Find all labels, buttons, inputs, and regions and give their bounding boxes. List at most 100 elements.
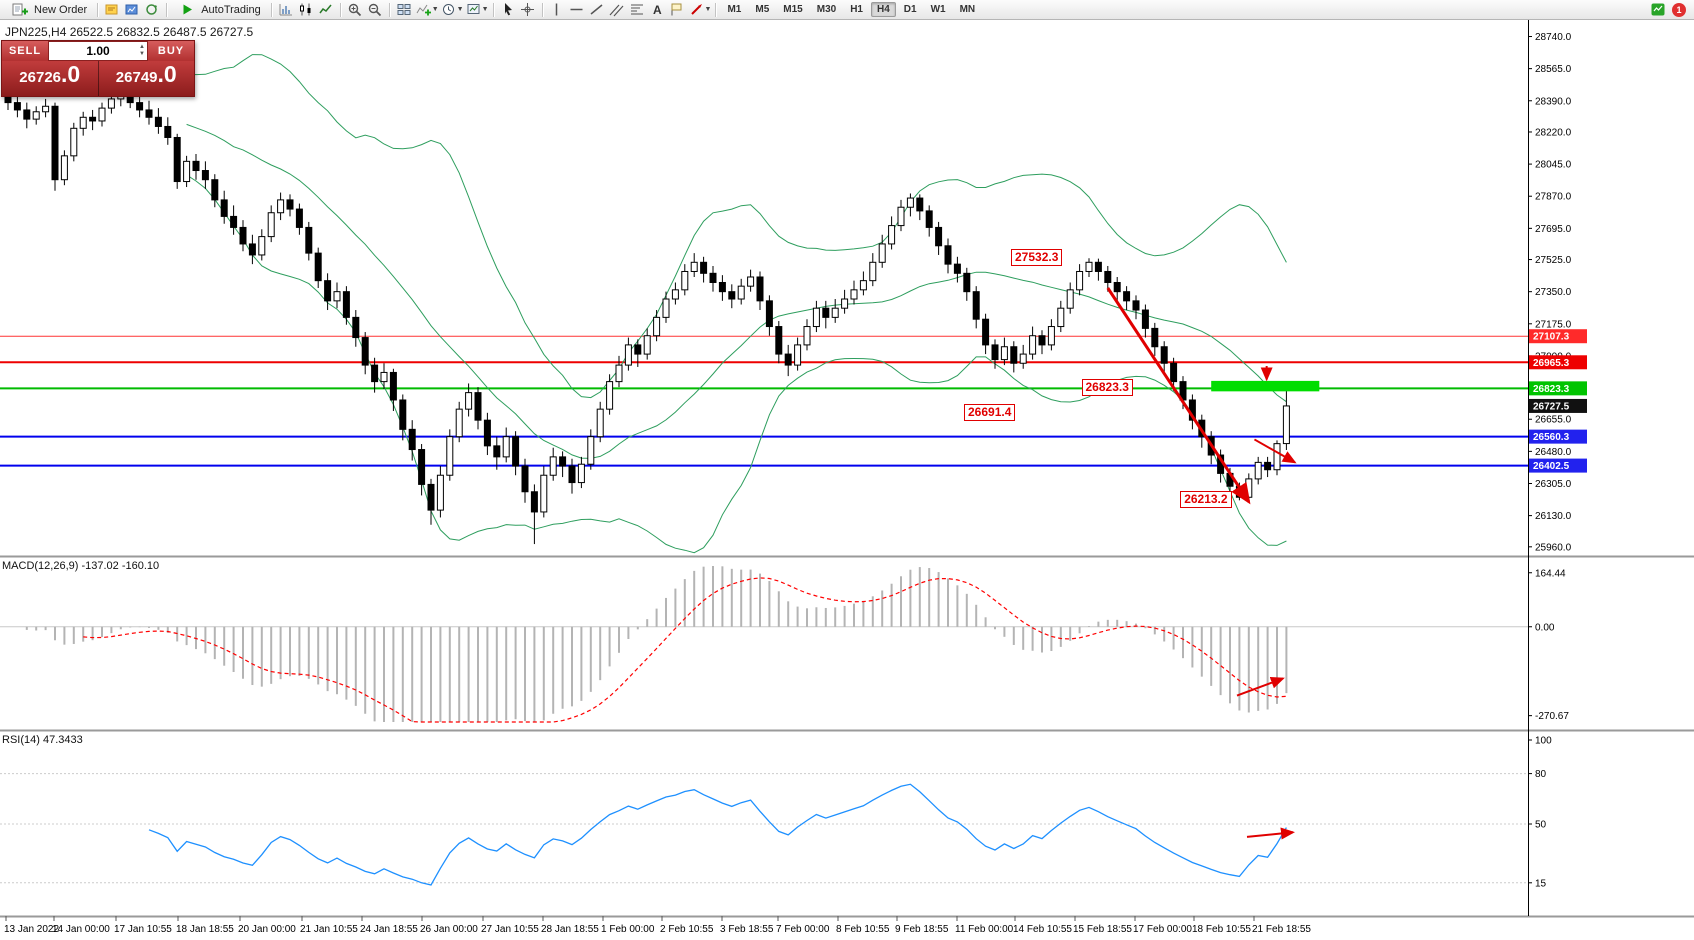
trend-arrow[interactable] xyxy=(1236,676,1285,697)
time-axis-label: 9 Feb 18:55 xyxy=(895,924,949,935)
price-scale-label: 27525.0 xyxy=(1535,255,1572,266)
timeframe-h1[interactable]: H1 xyxy=(850,4,863,15)
macd-scale-label: -270.67 xyxy=(1535,711,1569,722)
sell-button[interactable]: 26726.0 xyxy=(2,61,98,96)
trend-arrow[interactable] xyxy=(1253,438,1297,464)
volume-down-icon[interactable]: ▼ xyxy=(139,50,145,57)
candlestick-chart-icon[interactable] xyxy=(296,2,316,18)
rsi-line xyxy=(148,783,1287,886)
price-callout[interactable]: 26213.2 xyxy=(1180,491,1232,509)
horizontal-line-icon[interactable] xyxy=(567,2,587,18)
notification-badge[interactable]: 1 xyxy=(1672,2,1686,17)
terminal-icon[interactable] xyxy=(122,2,142,18)
price-scale-label: 27350.0 xyxy=(1535,287,1572,298)
price-scale-label: 28565.0 xyxy=(1535,64,1572,75)
volume-spinner[interactable]: ▲ ▼ xyxy=(139,44,145,57)
text-label-icon[interactable] xyxy=(667,2,687,18)
separator xyxy=(715,2,717,17)
price-scale-label: 26480.0 xyxy=(1535,447,1572,458)
macd-indicator-label: MACD(12,26,9) -137.02 -160.10 xyxy=(2,560,160,572)
volume-value: 1.00 xyxy=(86,44,110,58)
timeframe-m5[interactable]: M5 xyxy=(755,4,770,15)
buy-price-fraction: .0 xyxy=(157,61,177,87)
timeframe-m1[interactable]: M1 xyxy=(727,4,742,15)
one-click-trading-panel: SELL 1.00 ▲ ▼ BUY 26726.0 26749.0 xyxy=(1,40,195,97)
price-tag-text: 26560.3 xyxy=(1533,432,1570,443)
arrows-tool-icon[interactable] xyxy=(687,2,707,18)
price-tag xyxy=(1529,458,1587,473)
timeframe-d1[interactable]: D1 xyxy=(903,4,917,15)
time-axis-label: 7 Feb 00:00 xyxy=(776,924,830,935)
channel-icon[interactable] xyxy=(607,2,627,18)
autotrading-play-icon xyxy=(177,2,197,18)
metaeditor-icon[interactable] xyxy=(102,2,122,18)
cursor-icon[interactable] xyxy=(498,2,518,18)
time-axis-label: 15 Feb 18:55 xyxy=(1073,924,1132,935)
separator xyxy=(339,2,341,17)
time-axis-label: 27 Jan 10:55 xyxy=(481,924,539,935)
bollinger-band-line xyxy=(186,54,1287,399)
price-scale-label: 28220.0 xyxy=(1535,127,1572,138)
price-tag xyxy=(1529,398,1587,413)
trendline-icon[interactable] xyxy=(587,2,607,18)
sell-label: SELL xyxy=(2,41,48,61)
volume-up-icon[interactable]: ▲ xyxy=(139,44,145,50)
tile-windows-icon[interactable] xyxy=(394,2,414,18)
volume-input[interactable]: 1.00 ▲ ▼ xyxy=(48,41,148,61)
time-axis-label: 1 Feb 00:00 xyxy=(601,924,655,935)
timeframe-m30[interactable]: M30 xyxy=(816,4,837,15)
price-scale-label: 27175.0 xyxy=(1535,319,1572,330)
price-tag-text: 26823.3 xyxy=(1533,384,1570,395)
new-order-button[interactable]: New Order xyxy=(4,0,93,20)
templates-dropdown-caret[interactable]: ▼ xyxy=(481,6,489,13)
time-axis-label: 17 Jan 10:55 xyxy=(114,924,172,935)
price-scale-label: 28045.0 xyxy=(1535,160,1572,171)
time-axis-label: 24 Jan 18:55 xyxy=(360,924,418,935)
price-tag-text: 26727.5 xyxy=(1533,401,1570,412)
templates-icon[interactable] xyxy=(464,2,484,18)
timeframe-m15[interactable]: M15 xyxy=(783,4,803,15)
trend-arrow[interactable] xyxy=(1106,287,1251,505)
vertical-line-icon[interactable] xyxy=(547,2,567,18)
highlight-zone[interactable] xyxy=(1211,380,1320,392)
separator xyxy=(166,2,168,17)
timeframe-h4[interactable]: H4 xyxy=(870,2,896,17)
sell-price-fraction: .0 xyxy=(61,61,81,87)
line-chart-icon[interactable] xyxy=(316,2,336,18)
trend-arrow[interactable] xyxy=(1246,827,1295,840)
time-axis-label: 17 Feb 00:00 xyxy=(1133,924,1192,935)
text-icon[interactable]: A xyxy=(647,2,667,18)
periods-dropdown-caret[interactable]: ▼ xyxy=(456,6,464,13)
time-axis-label: 28 Jan 18:55 xyxy=(541,924,599,935)
indicators-icon[interactable] xyxy=(414,2,434,18)
indicators-dropdown-caret[interactable]: ▼ xyxy=(431,6,439,13)
bar-chart-icon[interactable] xyxy=(276,2,296,18)
time-axis-label: 18 Jan 18:55 xyxy=(176,924,234,935)
price-tag xyxy=(1529,429,1587,444)
price-callout[interactable]: 26823.3 xyxy=(1081,379,1133,397)
zoom-out-icon[interactable] xyxy=(365,2,385,18)
time-axis-label: 8 Feb 10:55 xyxy=(836,924,890,935)
price-tag xyxy=(1529,329,1587,344)
autotrading-button[interactable]: AutoTrading xyxy=(171,0,267,20)
autotrading-label: AutoTrading xyxy=(201,3,261,16)
timeframe-w1[interactable]: W1 xyxy=(930,4,946,15)
refresh-icon[interactable] xyxy=(142,2,162,18)
crosshair-icon[interactable] xyxy=(518,2,538,18)
time-axis-label: 21 Feb 18:55 xyxy=(1252,924,1311,935)
fibonacci-icon[interactable] xyxy=(627,2,647,18)
price-callout[interactable]: 26691.4 xyxy=(964,403,1016,421)
status-icon-green[interactable] xyxy=(1648,2,1668,18)
periods-icon[interactable] xyxy=(439,2,459,18)
buy-button[interactable]: 26749.0 xyxy=(97,61,195,96)
arrows-dropdown-caret[interactable]: ▼ xyxy=(704,6,712,13)
time-axis-label: 20 Jan 00:00 xyxy=(238,924,296,935)
rsi-scale-label: 100 xyxy=(1535,736,1552,747)
new-order-icon xyxy=(10,2,30,18)
separator xyxy=(97,2,99,17)
zoom-in-icon[interactable] xyxy=(345,2,365,18)
timeframe-mn[interactable]: MN xyxy=(959,4,976,15)
price-callout[interactable]: 27532.3 xyxy=(1011,249,1063,267)
